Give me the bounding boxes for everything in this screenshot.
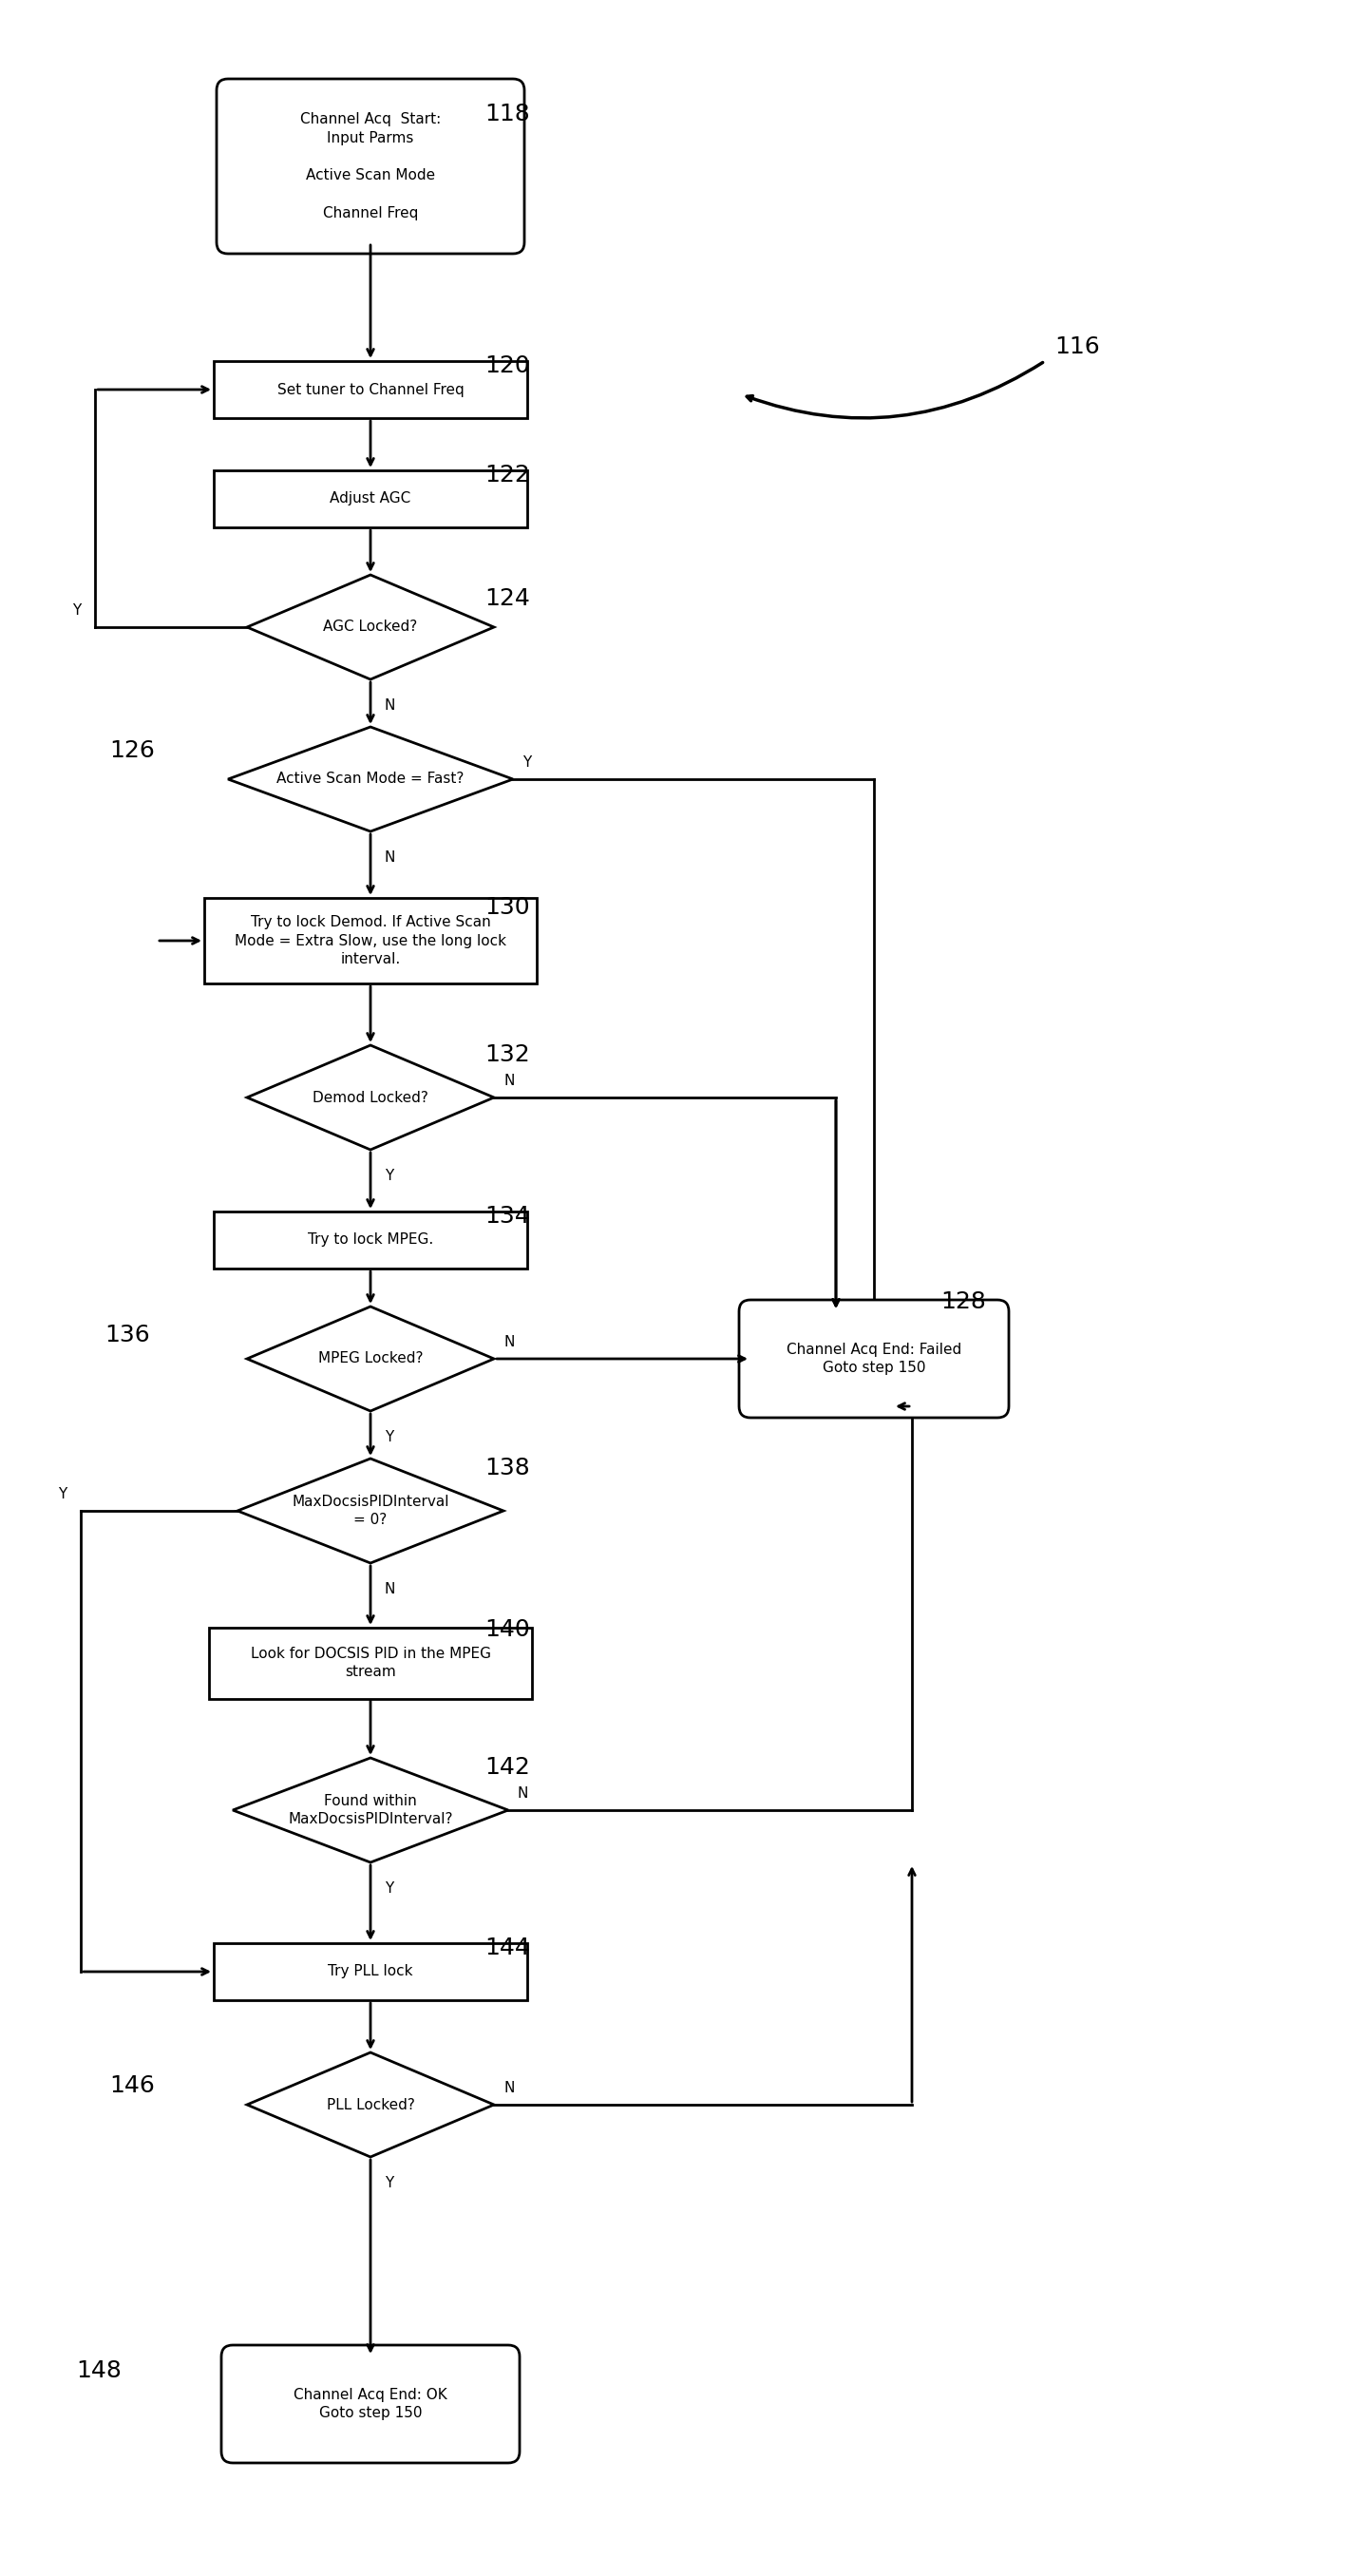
Text: Y: Y xyxy=(523,755,531,770)
FancyBboxPatch shape xyxy=(740,1301,1009,1417)
FancyBboxPatch shape xyxy=(214,1211,527,1267)
Text: 132: 132 xyxy=(485,1043,529,1066)
FancyBboxPatch shape xyxy=(205,899,536,984)
Text: Try PLL lock: Try PLL lock xyxy=(327,1965,414,1978)
Text: Set tuner to Channel Freq: Set tuner to Channel Freq xyxy=(277,381,463,397)
Text: N: N xyxy=(385,1582,396,1597)
Polygon shape xyxy=(247,2053,494,2156)
Text: 144: 144 xyxy=(485,1937,529,1960)
Text: 128: 128 xyxy=(940,1291,986,1314)
Text: MaxDocsisPIDInterval
= 0?: MaxDocsisPIDInterval = 0? xyxy=(292,1494,449,1528)
Text: Try to lock Demod. If Active Scan
Mode = Extra Slow, use the long lock
interval.: Try to lock Demod. If Active Scan Mode =… xyxy=(234,914,506,966)
Text: 122: 122 xyxy=(485,464,529,487)
Text: 116: 116 xyxy=(1055,335,1099,358)
Text: 146: 146 xyxy=(109,2074,155,2097)
Polygon shape xyxy=(228,726,513,832)
Text: 136: 136 xyxy=(105,1324,150,1347)
Text: Y: Y xyxy=(71,603,81,618)
Text: 130: 130 xyxy=(485,896,529,920)
Polygon shape xyxy=(247,1046,494,1149)
FancyBboxPatch shape xyxy=(221,2344,520,2463)
Text: N: N xyxy=(385,698,396,714)
Text: 148: 148 xyxy=(75,2360,121,2383)
Text: Channel Acq  Start:
Input Parms

Active Scan Mode

Channel Freq: Channel Acq Start: Input Parms Active Sc… xyxy=(300,113,440,222)
Text: N: N xyxy=(517,1785,528,1801)
Text: Try to lock MPEG.: Try to lock MPEG. xyxy=(307,1234,434,1247)
Text: N: N xyxy=(385,850,396,866)
Text: Adjust AGC: Adjust AGC xyxy=(330,492,411,505)
Text: Y: Y xyxy=(58,1486,66,1502)
Text: Active Scan Mode = Fast?: Active Scan Mode = Fast? xyxy=(276,773,465,786)
Text: AGC Locked?: AGC Locked? xyxy=(323,621,418,634)
Polygon shape xyxy=(233,1757,508,1862)
Text: Y: Y xyxy=(385,1430,393,1445)
Text: 126: 126 xyxy=(109,739,155,762)
FancyBboxPatch shape xyxy=(209,1628,532,1698)
FancyBboxPatch shape xyxy=(214,471,527,528)
Text: PLL Locked?: PLL Locked? xyxy=(326,2097,415,2112)
Text: N: N xyxy=(504,1334,515,1350)
Text: 118: 118 xyxy=(485,103,529,126)
Polygon shape xyxy=(237,1458,504,1564)
Text: 134: 134 xyxy=(485,1206,529,1229)
Text: MPEG Locked?: MPEG Locked? xyxy=(318,1352,423,1365)
Text: Channel Acq End: OK
Goto step 150: Channel Acq End: OK Goto step 150 xyxy=(294,2388,447,2421)
Text: 142: 142 xyxy=(485,1757,529,1780)
FancyBboxPatch shape xyxy=(214,361,527,417)
Text: Found within
MaxDocsisPIDInterval?: Found within MaxDocsisPIDInterval? xyxy=(288,1793,453,1826)
Text: 124: 124 xyxy=(485,587,529,611)
Text: Y: Y xyxy=(385,1880,393,1896)
Polygon shape xyxy=(247,574,494,680)
Text: 140: 140 xyxy=(485,1618,529,1641)
Text: Look for DOCSIS PID in the MPEG
stream: Look for DOCSIS PID in the MPEG stream xyxy=(251,1646,490,1680)
Text: 138: 138 xyxy=(485,1455,529,1479)
Text: Y: Y xyxy=(385,1170,393,1182)
Text: 120: 120 xyxy=(485,355,529,376)
Text: Y: Y xyxy=(385,2177,393,2190)
FancyBboxPatch shape xyxy=(217,80,524,252)
Text: N: N xyxy=(504,1074,515,1087)
FancyBboxPatch shape xyxy=(214,1942,527,1999)
Text: Channel Acq End: Failed
Goto step 150: Channel Acq End: Failed Goto step 150 xyxy=(787,1342,962,1376)
Text: N: N xyxy=(504,2081,515,2094)
Text: Demod Locked?: Demod Locked? xyxy=(313,1090,428,1105)
Polygon shape xyxy=(247,1306,494,1412)
